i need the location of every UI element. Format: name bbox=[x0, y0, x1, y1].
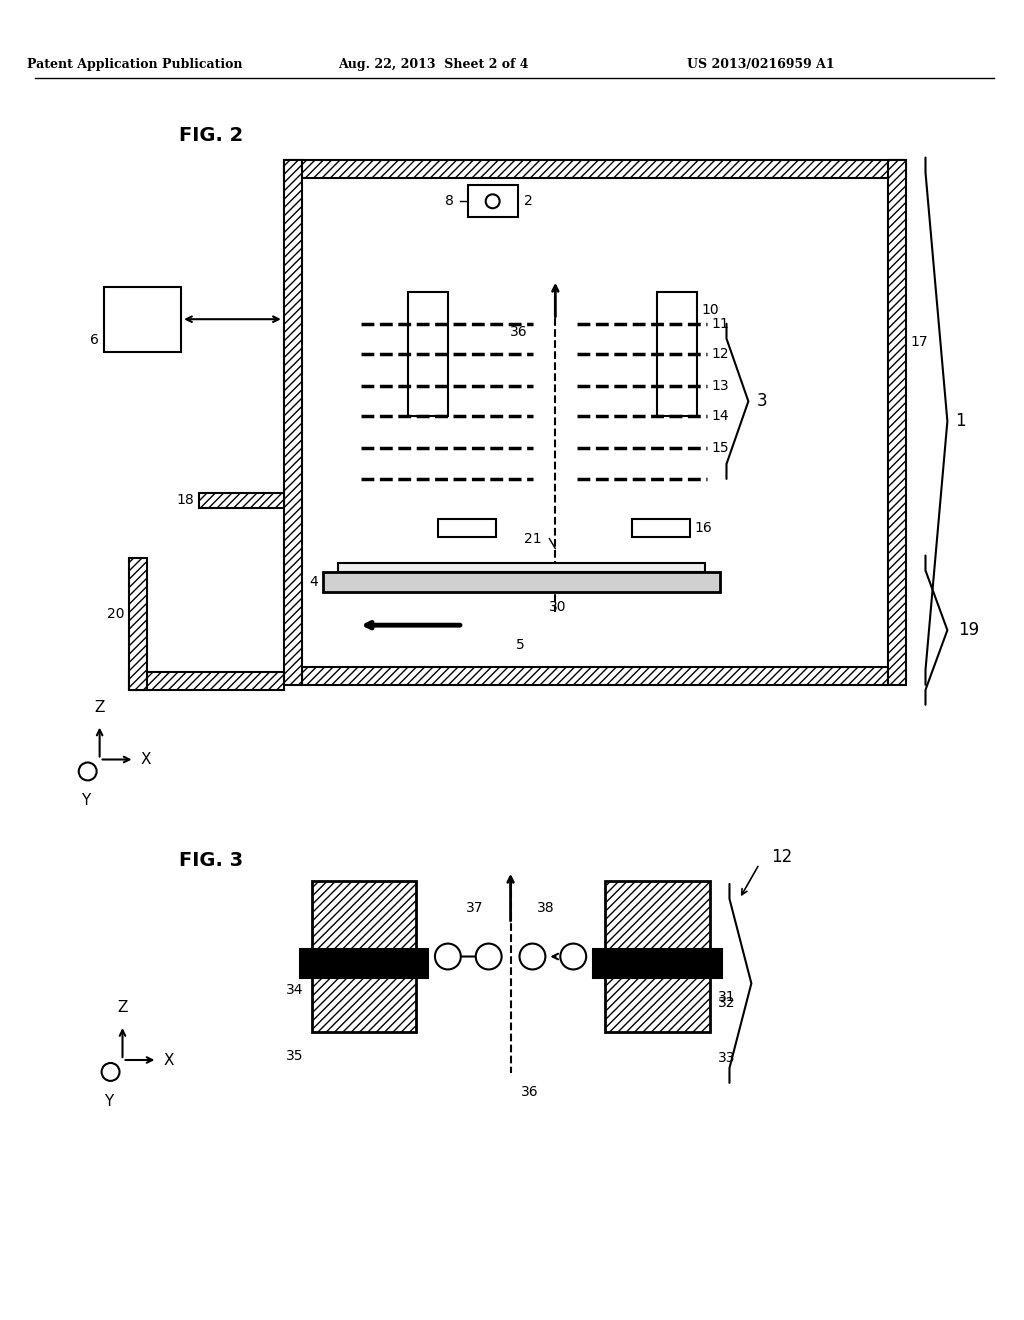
Text: 14: 14 bbox=[712, 409, 729, 424]
Text: 18: 18 bbox=[176, 494, 195, 507]
Bar bbox=[284, 161, 302, 685]
Text: 1: 1 bbox=[955, 412, 966, 430]
Bar bbox=[302, 667, 888, 685]
Text: 36: 36 bbox=[510, 325, 527, 339]
Bar bbox=[888, 161, 905, 685]
Bar bbox=[129, 557, 147, 690]
Text: 36: 36 bbox=[520, 1085, 539, 1098]
Text: X: X bbox=[140, 752, 151, 767]
Text: 12: 12 bbox=[712, 347, 729, 360]
Text: 37: 37 bbox=[466, 900, 483, 915]
Text: +: + bbox=[440, 948, 456, 965]
Text: Z: Z bbox=[94, 700, 104, 714]
Text: 5: 5 bbox=[516, 638, 525, 652]
Circle shape bbox=[435, 944, 461, 969]
Text: 19: 19 bbox=[958, 622, 979, 639]
Bar bbox=[300, 965, 428, 978]
Text: 2: 2 bbox=[523, 194, 532, 209]
Text: 30: 30 bbox=[549, 601, 566, 614]
Bar bbox=[103, 286, 181, 351]
Text: 6: 6 bbox=[90, 333, 98, 347]
Text: 4: 4 bbox=[310, 576, 318, 590]
Bar bbox=[656, 292, 696, 416]
Text: 11: 11 bbox=[712, 317, 729, 331]
Text: 20: 20 bbox=[106, 607, 125, 620]
Bar bbox=[605, 965, 710, 1032]
Text: −: − bbox=[565, 946, 582, 966]
Circle shape bbox=[476, 944, 502, 969]
Text: 17: 17 bbox=[910, 334, 928, 348]
Text: FIG. 3: FIG. 3 bbox=[179, 851, 244, 870]
Circle shape bbox=[560, 944, 586, 969]
Bar bbox=[409, 292, 447, 416]
Bar bbox=[593, 949, 722, 962]
Bar bbox=[300, 949, 428, 962]
Bar bbox=[284, 161, 905, 178]
Text: 31: 31 bbox=[718, 990, 735, 1005]
Text: 3: 3 bbox=[757, 392, 767, 411]
Bar bbox=[338, 564, 705, 573]
Text: 35: 35 bbox=[286, 1049, 303, 1063]
Text: −: − bbox=[480, 946, 497, 966]
Text: US 2013/0216959 A1: US 2013/0216959 A1 bbox=[687, 58, 836, 71]
Bar bbox=[593, 965, 722, 978]
Text: 34: 34 bbox=[286, 983, 303, 998]
Text: Y: Y bbox=[81, 793, 90, 808]
Bar bbox=[605, 880, 710, 949]
Bar bbox=[324, 573, 720, 593]
Text: +: + bbox=[525, 948, 540, 965]
Text: 12: 12 bbox=[771, 847, 793, 866]
Text: 10: 10 bbox=[701, 302, 719, 317]
Text: 33: 33 bbox=[718, 1051, 735, 1065]
Text: 13: 13 bbox=[712, 379, 729, 393]
Bar bbox=[438, 519, 496, 537]
Circle shape bbox=[519, 944, 546, 969]
Circle shape bbox=[485, 194, 500, 209]
Text: 21: 21 bbox=[524, 532, 542, 545]
Circle shape bbox=[101, 1063, 120, 1081]
Text: FIG. 2: FIG. 2 bbox=[179, 127, 244, 145]
Bar bbox=[632, 519, 690, 537]
Text: Y: Y bbox=[104, 1094, 114, 1109]
Bar bbox=[468, 185, 517, 218]
Text: 8: 8 bbox=[445, 194, 454, 209]
Bar bbox=[311, 880, 416, 949]
Bar bbox=[311, 965, 416, 1032]
Text: 38: 38 bbox=[538, 900, 555, 915]
Text: X: X bbox=[163, 1052, 174, 1068]
Circle shape bbox=[79, 763, 96, 780]
Bar bbox=[129, 672, 284, 690]
Text: 32: 32 bbox=[718, 997, 735, 1010]
Bar bbox=[199, 492, 284, 508]
Text: Aug. 22, 2013  Sheet 2 of 4: Aug. 22, 2013 Sheet 2 of 4 bbox=[338, 58, 528, 71]
Text: Patent Application Publication: Patent Application Publication bbox=[27, 58, 243, 71]
Text: 15: 15 bbox=[712, 441, 729, 455]
Text: 16: 16 bbox=[694, 520, 713, 535]
Text: Z: Z bbox=[118, 1001, 128, 1015]
